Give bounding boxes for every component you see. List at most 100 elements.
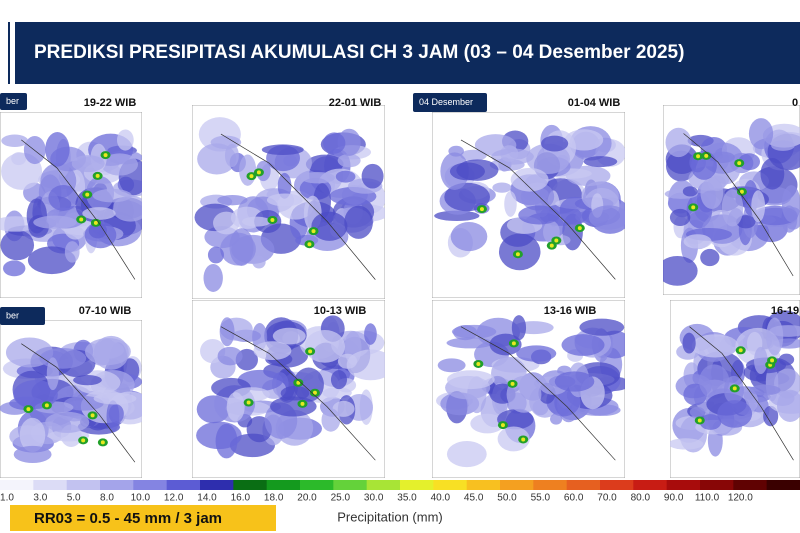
coastline <box>460 139 616 280</box>
maps: 19-22 WIB ber 22-01 WIB 01-04 WIB 04 Desembe… <box>0 93 800 478</box>
colorbar-swatch <box>66 480 101 490</box>
rain-area <box>689 406 705 418</box>
rain-area <box>550 413 563 425</box>
coastline <box>689 326 794 461</box>
heavy-core <box>93 220 98 225</box>
rain-area <box>261 144 304 155</box>
rain-area <box>33 215 77 229</box>
rain-area <box>270 396 317 417</box>
heavy-core <box>100 440 105 445</box>
title-bar <box>15 22 800 84</box>
rain-area <box>48 184 79 211</box>
coastline <box>683 133 794 277</box>
rain-area <box>305 154 344 174</box>
map-panel <box>663 105 800 295</box>
colorbar-swatch <box>300 480 334 490</box>
rain-area <box>23 135 46 165</box>
heavy-core <box>739 189 744 194</box>
rain-area <box>665 127 692 158</box>
colorbar-swatch <box>733 480 768 490</box>
heavy-core <box>691 205 696 210</box>
colorbar-swatch <box>233 480 268 490</box>
heavy-core <box>476 361 481 366</box>
rain-area <box>361 163 384 189</box>
rain-area <box>460 149 487 161</box>
colorbar-label: 110.0 <box>695 493 720 504</box>
colorbar-label: 8.0 <box>100 493 114 504</box>
rain-area <box>699 414 722 430</box>
rain-area <box>451 324 497 339</box>
heavy-core <box>554 238 559 243</box>
rain-area <box>691 334 739 358</box>
heavy-core <box>307 242 312 247</box>
heavy-core <box>308 349 313 354</box>
rain-area <box>364 323 377 345</box>
map-panel <box>0 112 142 298</box>
panel-label: 07-10 WIB <box>79 305 132 317</box>
rain-area <box>450 222 488 252</box>
rain-area <box>13 445 52 464</box>
rain-area <box>683 234 712 249</box>
heavy-core <box>81 438 86 443</box>
rain-area <box>564 129 604 151</box>
date-tag-text: ber <box>6 96 19 106</box>
heavy-core <box>249 174 254 179</box>
rain-area <box>541 135 569 152</box>
rain-area <box>242 216 271 227</box>
colorbar-label: 35.0 <box>397 493 417 504</box>
colorbar-label: 45.0 <box>464 493 484 504</box>
colorbar-label: 80.0 <box>631 493 651 504</box>
panel-label: 22-01 WIB <box>329 97 382 109</box>
heavy-core <box>500 423 505 428</box>
colorbar-label: 50.0 <box>497 493 517 504</box>
colorbar: 1.0 3.0 5.0 8.0 10.0 12.0 14.0 16.0 18.0 20.0 25.0… <box>0 480 800 504</box>
rain-area <box>474 134 517 156</box>
heavy-core <box>296 380 301 385</box>
rain-area <box>489 333 522 356</box>
rain-area <box>510 167 549 192</box>
rain-area <box>101 153 139 176</box>
rain-area <box>321 408 341 432</box>
rain-area <box>337 353 358 369</box>
colorbar-swatch <box>533 480 568 490</box>
colorbar-label: 70.0 <box>597 493 617 504</box>
heavy-core <box>85 192 90 197</box>
rain-area <box>330 370 347 390</box>
heavy-core <box>270 217 275 222</box>
rain-area <box>771 140 795 151</box>
date-tag <box>413 93 487 112</box>
rain-area <box>766 317 784 356</box>
rain-area <box>434 210 480 221</box>
rain-area <box>203 263 223 292</box>
rain-area <box>583 156 618 168</box>
map-panel <box>432 112 625 298</box>
colorbar-swatch <box>433 480 468 490</box>
rain-area <box>518 205 561 225</box>
rain-area <box>82 207 116 220</box>
colorbar-swatch <box>100 480 134 490</box>
rain-area <box>26 198 47 234</box>
rain-area <box>217 346 243 366</box>
colorbar-swatch <box>0 480 34 490</box>
rain-area <box>46 357 59 391</box>
heavy-core <box>737 161 742 166</box>
panel-label: 10-13 WIB <box>314 305 367 317</box>
rain-area <box>71 155 105 173</box>
rain-area <box>588 205 625 230</box>
colorbar-label: 40.0 <box>431 493 451 504</box>
rain-area <box>112 195 142 222</box>
colorbar-label: 20.0 <box>297 493 317 504</box>
colorbar-swatch <box>566 480 601 490</box>
rain-area <box>665 150 697 182</box>
colorbar-swatch <box>400 480 434 490</box>
rain-area <box>776 389 800 422</box>
rain-area <box>323 132 346 154</box>
heavy-core <box>103 153 108 158</box>
heavy-core <box>44 403 49 408</box>
rain-area <box>266 193 303 207</box>
rain-area <box>85 338 131 366</box>
rain-area <box>763 405 779 427</box>
rain-area <box>45 411 90 433</box>
colorbar-swatch <box>133 480 168 490</box>
colorbar-swatch <box>166 480 201 490</box>
